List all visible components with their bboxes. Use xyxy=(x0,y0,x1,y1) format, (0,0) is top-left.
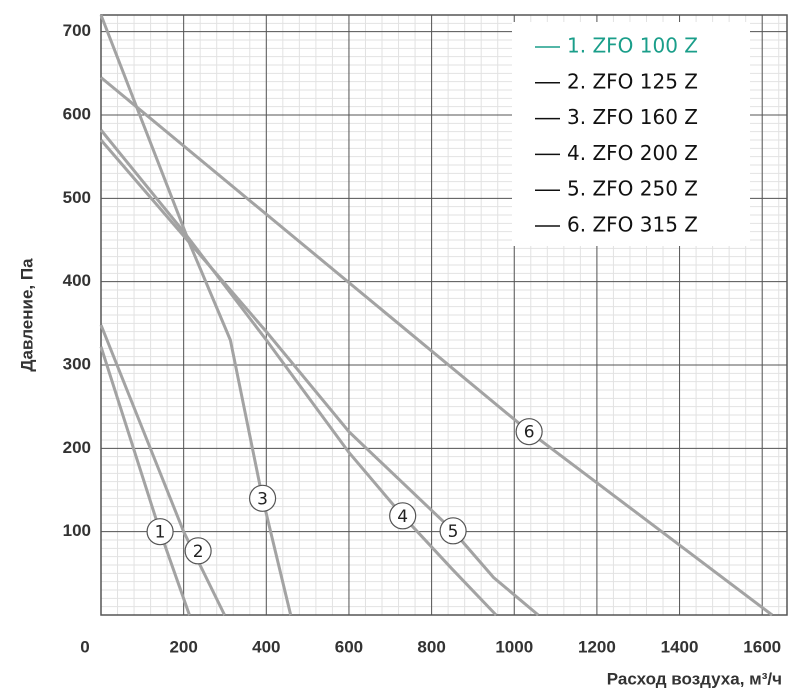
x-tick-label: 0 xyxy=(80,637,89,656)
legend-label: 3. ZFO 160 Z xyxy=(567,105,698,129)
curve-number: 4 xyxy=(397,507,408,527)
curve xyxy=(99,324,226,616)
curve xyxy=(99,139,540,617)
curve xyxy=(99,14,293,616)
x-tick-label: 1400 xyxy=(661,637,699,656)
y-axis-label: Давление, Па xyxy=(17,258,36,372)
curve-marker xyxy=(515,418,543,446)
y-tick-label: 300 xyxy=(63,354,91,373)
x-tick-label: 1200 xyxy=(578,637,616,656)
legend-box xyxy=(512,22,750,246)
y-tick-label: 400 xyxy=(63,271,91,290)
x-tick-label: 600 xyxy=(335,637,363,656)
legend-label: 4. ZFO 200 Z xyxy=(567,141,698,165)
y-tick-label: 200 xyxy=(63,438,91,457)
x-tick-label: 800 xyxy=(417,637,445,656)
legend-label: 5. ZFO 250 Z xyxy=(567,177,698,201)
plot-frame xyxy=(100,14,788,616)
curve-number: 2 xyxy=(193,542,204,562)
x-tick-label: 200 xyxy=(169,637,197,656)
legend-label: 6. ZFO 315 Z xyxy=(567,213,698,237)
curve-marker xyxy=(248,484,277,512)
legend-label: 1. ZFO 100 Z xyxy=(567,34,698,58)
y-tick-label: 600 xyxy=(63,104,91,123)
y-tick-label: 500 xyxy=(63,188,91,207)
curve-number: 5 xyxy=(448,522,459,542)
curve-number: 6 xyxy=(524,423,535,443)
curve xyxy=(99,129,498,617)
legend-label: 2. ZFO 125 Z xyxy=(567,69,698,93)
curve-marker xyxy=(146,518,174,546)
curve-number: 1 xyxy=(155,523,166,543)
x-tick-label: 1600 xyxy=(743,637,781,656)
curve-marker xyxy=(389,502,417,530)
x-axis-label: Расход воздуха, м³/ч xyxy=(607,669,782,688)
curve-marker xyxy=(439,517,467,545)
curve-marker xyxy=(184,537,212,565)
y-tick-label: 100 xyxy=(63,521,91,540)
y-tick-label: 700 xyxy=(63,21,91,40)
curve-number: 3 xyxy=(257,489,268,509)
x-tick-label: 400 xyxy=(252,637,280,656)
x-tick-label: 1000 xyxy=(495,637,533,656)
